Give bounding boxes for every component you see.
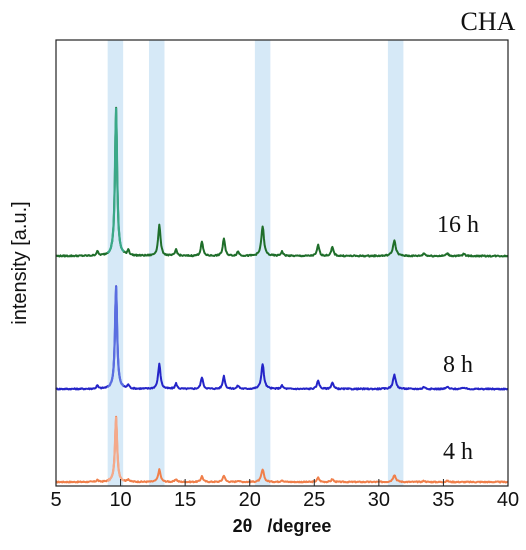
x-tick-label-4: 25 [303,489,325,511]
series-line-16h [55,106,509,258]
series-label-16h: 16 h [437,212,479,238]
y-axis-label: intensity [a.u.] [9,201,31,324]
series-labels: 4 h 8 h 16 h [437,212,479,465]
highlight-band-2 [254,40,271,486]
x-tick-label-3: 20 [239,489,261,511]
series-group [55,106,509,484]
svg-text:2θ /degree: 2θ /degree [233,516,332,536]
x-tick-label-5: 30 [368,489,390,511]
highlight-bands [107,40,404,486]
highlight-band-1 [148,40,165,486]
x-tick-label-2: 15 [174,489,196,511]
x-tick-label-0: 5 [50,489,61,511]
x-tick-label-6: 35 [432,489,454,511]
series-line-8h [55,285,509,391]
x-tick-label-7: 40 [497,489,519,511]
series-label-8h: 8 h [443,352,473,378]
x-tick-label-1: 10 [109,489,131,511]
plot-frame [55,39,509,487]
x-axis-label: 2θ /degree [233,516,332,536]
series-main-peak-4h [107,416,125,483]
series-main-peak-16h [106,107,125,254]
chart-title: CHA [461,7,516,36]
x-axis-label-unit: /degree [267,516,331,536]
highlight-band-3 [387,40,404,486]
x-axis-label-symbol: 2θ [233,516,253,536]
series-label-4h: 4 h [443,439,473,465]
series-line-4h [55,415,509,484]
x-ticks: 5 10 15 20 25 30 35 40 [50,479,519,511]
series-main-peak-8h [107,286,125,388]
